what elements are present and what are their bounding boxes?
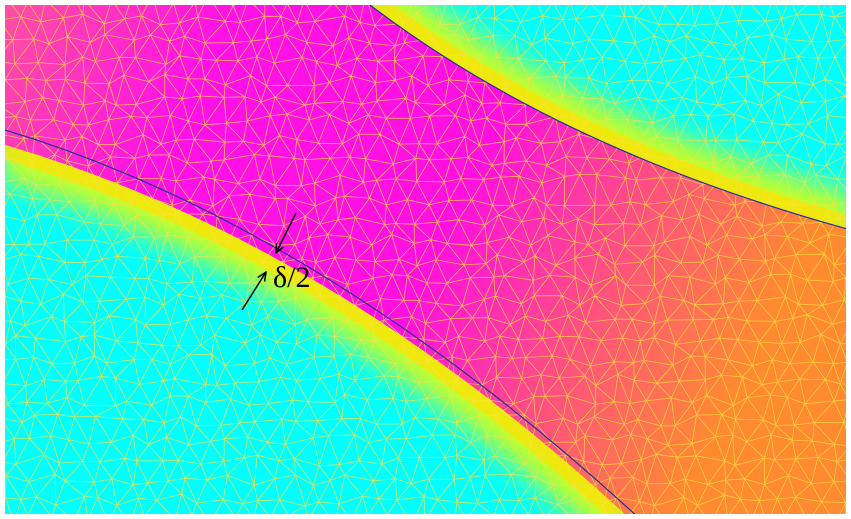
field: [0, 0, 851, 519]
thickness-label: δ/2: [273, 261, 310, 294]
mesh-figure: δ/2: [0, 0, 851, 519]
